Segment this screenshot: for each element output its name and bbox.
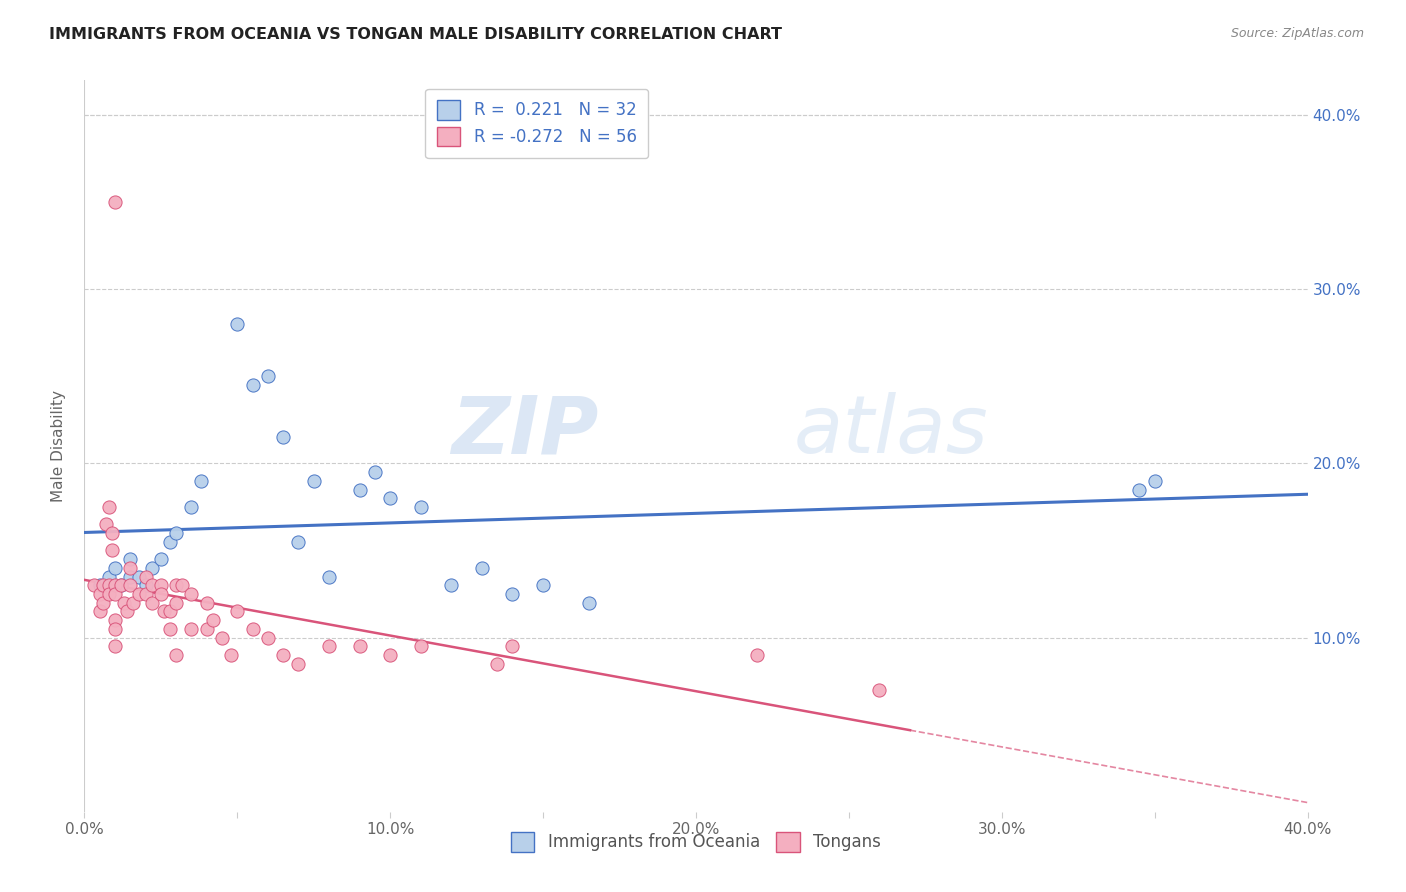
Point <box>165 648 187 662</box>
Point <box>226 604 249 618</box>
Point <box>172 578 194 592</box>
Point <box>91 578 114 592</box>
Point <box>141 578 163 592</box>
Point <box>201 613 224 627</box>
Point <box>101 526 124 541</box>
Point <box>257 631 280 645</box>
Point <box>180 622 202 636</box>
Point <box>94 517 117 532</box>
Point <box>869 682 891 697</box>
Point <box>195 596 218 610</box>
Point <box>135 569 157 583</box>
Point <box>159 604 181 618</box>
Point <box>104 613 127 627</box>
Point <box>97 500 120 514</box>
Point <box>578 596 600 610</box>
Point <box>364 465 387 479</box>
Point <box>257 369 280 384</box>
Point <box>165 578 187 592</box>
Point <box>190 474 212 488</box>
Point <box>122 596 145 610</box>
Point <box>502 640 524 654</box>
Point <box>110 578 132 592</box>
Point <box>89 587 111 601</box>
Point <box>1128 483 1150 497</box>
Point <box>89 604 111 618</box>
Point <box>219 648 242 662</box>
Point <box>271 648 294 662</box>
Point <box>318 569 340 583</box>
Point <box>747 648 769 662</box>
Point <box>120 569 142 583</box>
Point <box>97 569 120 583</box>
Point <box>97 578 120 592</box>
Point <box>271 430 294 444</box>
Point <box>302 474 325 488</box>
Text: Source: ZipAtlas.com: Source: ZipAtlas.com <box>1230 27 1364 40</box>
Point <box>135 578 157 592</box>
Point <box>104 561 127 575</box>
Point <box>349 483 371 497</box>
Point <box>440 578 463 592</box>
Point <box>104 640 127 654</box>
Point <box>128 569 150 583</box>
Point <box>91 596 114 610</box>
Point <box>409 500 432 514</box>
Point <box>149 587 172 601</box>
Point <box>159 622 181 636</box>
Point <box>135 587 157 601</box>
Point <box>115 604 138 618</box>
Point <box>141 561 163 575</box>
Point <box>120 561 142 575</box>
Point <box>211 631 233 645</box>
Point <box>128 587 150 601</box>
Point <box>380 491 402 506</box>
Point <box>120 578 142 592</box>
Point <box>226 317 249 331</box>
Point <box>97 587 120 601</box>
Y-axis label: Male Disability: Male Disability <box>51 390 66 502</box>
Point <box>1143 474 1166 488</box>
Point <box>486 657 509 671</box>
Point <box>120 552 142 566</box>
Legend: Immigrants from Oceania, Tongans: Immigrants from Oceania, Tongans <box>505 826 887 858</box>
Point <box>471 561 494 575</box>
Point <box>531 578 554 592</box>
Point <box>101 543 124 558</box>
Point <box>83 578 105 592</box>
Point <box>141 596 163 610</box>
Point <box>149 552 172 566</box>
Point <box>195 622 218 636</box>
Text: ZIP: ZIP <box>451 392 598 470</box>
Point <box>153 604 176 618</box>
Text: atlas: atlas <box>794 392 988 470</box>
Point <box>89 578 111 592</box>
Point <box>287 657 309 671</box>
Point <box>180 587 202 601</box>
Point <box>149 578 172 592</box>
Point <box>409 640 432 654</box>
Text: IMMIGRANTS FROM OCEANIA VS TONGAN MALE DISABILITY CORRELATION CHART: IMMIGRANTS FROM OCEANIA VS TONGAN MALE D… <box>49 27 782 42</box>
Point <box>110 578 132 592</box>
Point <box>502 587 524 601</box>
Point <box>287 534 309 549</box>
Point <box>242 378 264 392</box>
Point <box>104 195 127 210</box>
Point <box>159 534 181 549</box>
Point <box>242 622 264 636</box>
Point <box>104 578 127 592</box>
Point <box>180 500 202 514</box>
Point <box>380 648 402 662</box>
Point <box>104 587 127 601</box>
Point <box>165 596 187 610</box>
Point <box>318 640 340 654</box>
Point <box>165 526 187 541</box>
Point <box>104 622 127 636</box>
Point <box>349 640 371 654</box>
Point <box>112 596 135 610</box>
